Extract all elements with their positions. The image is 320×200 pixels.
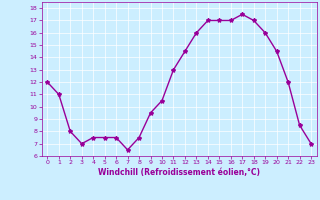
X-axis label: Windchill (Refroidissement éolien,°C): Windchill (Refroidissement éolien,°C) xyxy=(98,168,260,177)
